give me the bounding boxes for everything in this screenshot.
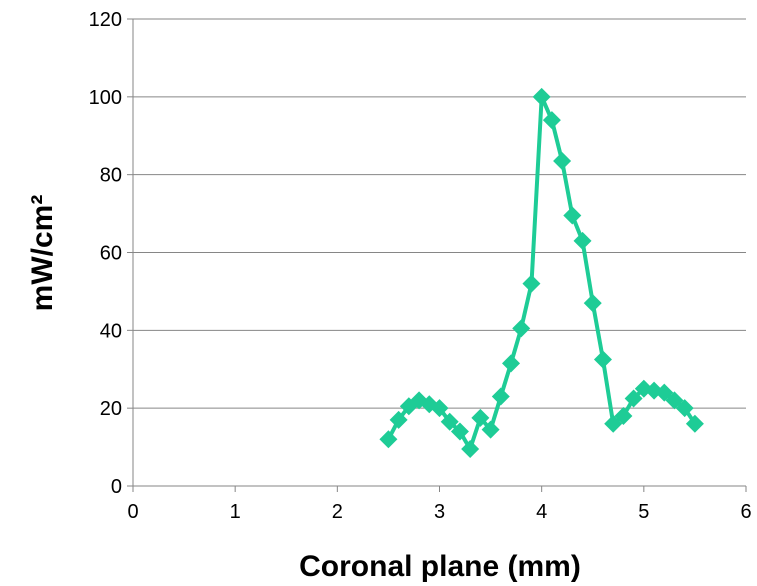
x-tick-label: 4 — [536, 501, 547, 523]
x-tick-label: 1 — [230, 501, 241, 523]
data-point — [542, 111, 561, 130]
y-tick-label: 40 — [100, 320, 122, 342]
data-point — [502, 354, 521, 373]
series-line — [386, 94, 697, 451]
data-point — [614, 406, 633, 425]
y-tick-label: 100 — [89, 87, 122, 109]
y-axis-title: mW/cm² — [26, 195, 59, 312]
data-point — [430, 399, 449, 418]
data-point — [593, 350, 612, 369]
data-point — [491, 387, 510, 406]
data-point — [675, 399, 694, 418]
data-point — [512, 319, 531, 338]
data-point — [573, 231, 592, 250]
x-tick-label: 0 — [127, 501, 138, 523]
data-point — [471, 408, 490, 427]
y-tick-label: 0 — [111, 476, 122, 498]
series — [379, 87, 704, 459]
data-point — [389, 410, 408, 429]
data-point — [450, 422, 469, 441]
data-point — [522, 274, 541, 293]
y-tick-labels: 0 20 40 60 80 100 120 — [89, 9, 122, 498]
data-point — [624, 389, 643, 408]
data-point — [532, 87, 551, 106]
y-tick-label: 60 — [100, 243, 122, 265]
y-tick-label: 120 — [89, 9, 122, 31]
data-point — [685, 414, 704, 433]
data-point — [440, 412, 459, 431]
y-tick-label: 20 — [100, 398, 122, 420]
axes — [127, 18, 747, 492]
data-point — [481, 420, 500, 439]
x-tick-label: 5 — [638, 501, 649, 523]
gridlines — [133, 18, 746, 409]
x-tick-labels: 0 1 2 3 4 5 6 — [127, 501, 751, 523]
data-point — [461, 440, 480, 459]
y-tick-label: 80 — [100, 165, 122, 187]
data-point — [553, 152, 572, 171]
data-point — [583, 294, 602, 313]
data-point — [379, 430, 398, 449]
x-tick-label: 6 — [740, 501, 751, 523]
data-point — [563, 206, 582, 225]
x-axis-title: Coronal plane (mm) — [299, 550, 581, 583]
x-tick-label: 2 — [332, 501, 343, 523]
x-tick-label: 3 — [434, 501, 445, 523]
